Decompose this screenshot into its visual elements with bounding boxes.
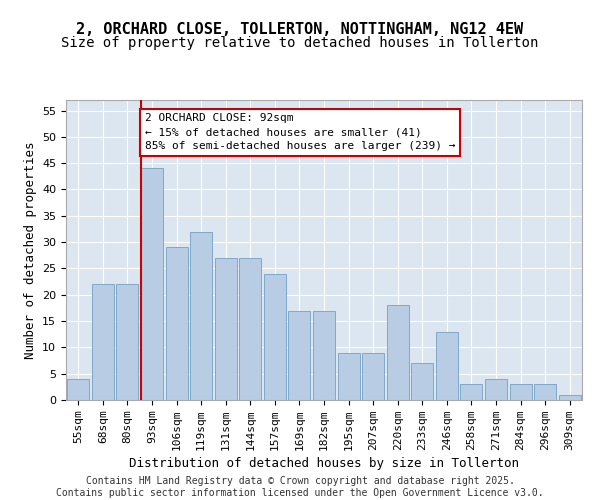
- Bar: [215, 258, 237, 400]
- Bar: [313, 310, 335, 400]
- Bar: [534, 384, 556, 400]
- Bar: [116, 284, 139, 400]
- Bar: [436, 332, 458, 400]
- Y-axis label: Number of detached properties: Number of detached properties: [23, 141, 37, 359]
- Bar: [338, 352, 359, 400]
- Bar: [460, 384, 482, 400]
- Bar: [362, 352, 384, 400]
- Bar: [141, 168, 163, 400]
- Bar: [386, 306, 409, 400]
- Text: 2, ORCHARD CLOSE, TOLLERTON, NOTTINGHAM, NG12 4EW: 2, ORCHARD CLOSE, TOLLERTON, NOTTINGHAM,…: [76, 22, 524, 38]
- Bar: [411, 363, 433, 400]
- Bar: [509, 384, 532, 400]
- Bar: [67, 379, 89, 400]
- X-axis label: Distribution of detached houses by size in Tollerton: Distribution of detached houses by size …: [129, 457, 519, 470]
- Bar: [92, 284, 114, 400]
- Bar: [239, 258, 262, 400]
- Bar: [559, 394, 581, 400]
- Bar: [485, 379, 507, 400]
- Bar: [166, 248, 188, 400]
- Bar: [289, 310, 310, 400]
- Text: Contains HM Land Registry data © Crown copyright and database right 2025.
Contai: Contains HM Land Registry data © Crown c…: [56, 476, 544, 498]
- Bar: [264, 274, 286, 400]
- Text: Size of property relative to detached houses in Tollerton: Size of property relative to detached ho…: [61, 36, 539, 50]
- Text: 2 ORCHARD CLOSE: 92sqm
← 15% of detached houses are smaller (41)
85% of semi-det: 2 ORCHARD CLOSE: 92sqm ← 15% of detached…: [145, 113, 455, 151]
- Bar: [190, 232, 212, 400]
